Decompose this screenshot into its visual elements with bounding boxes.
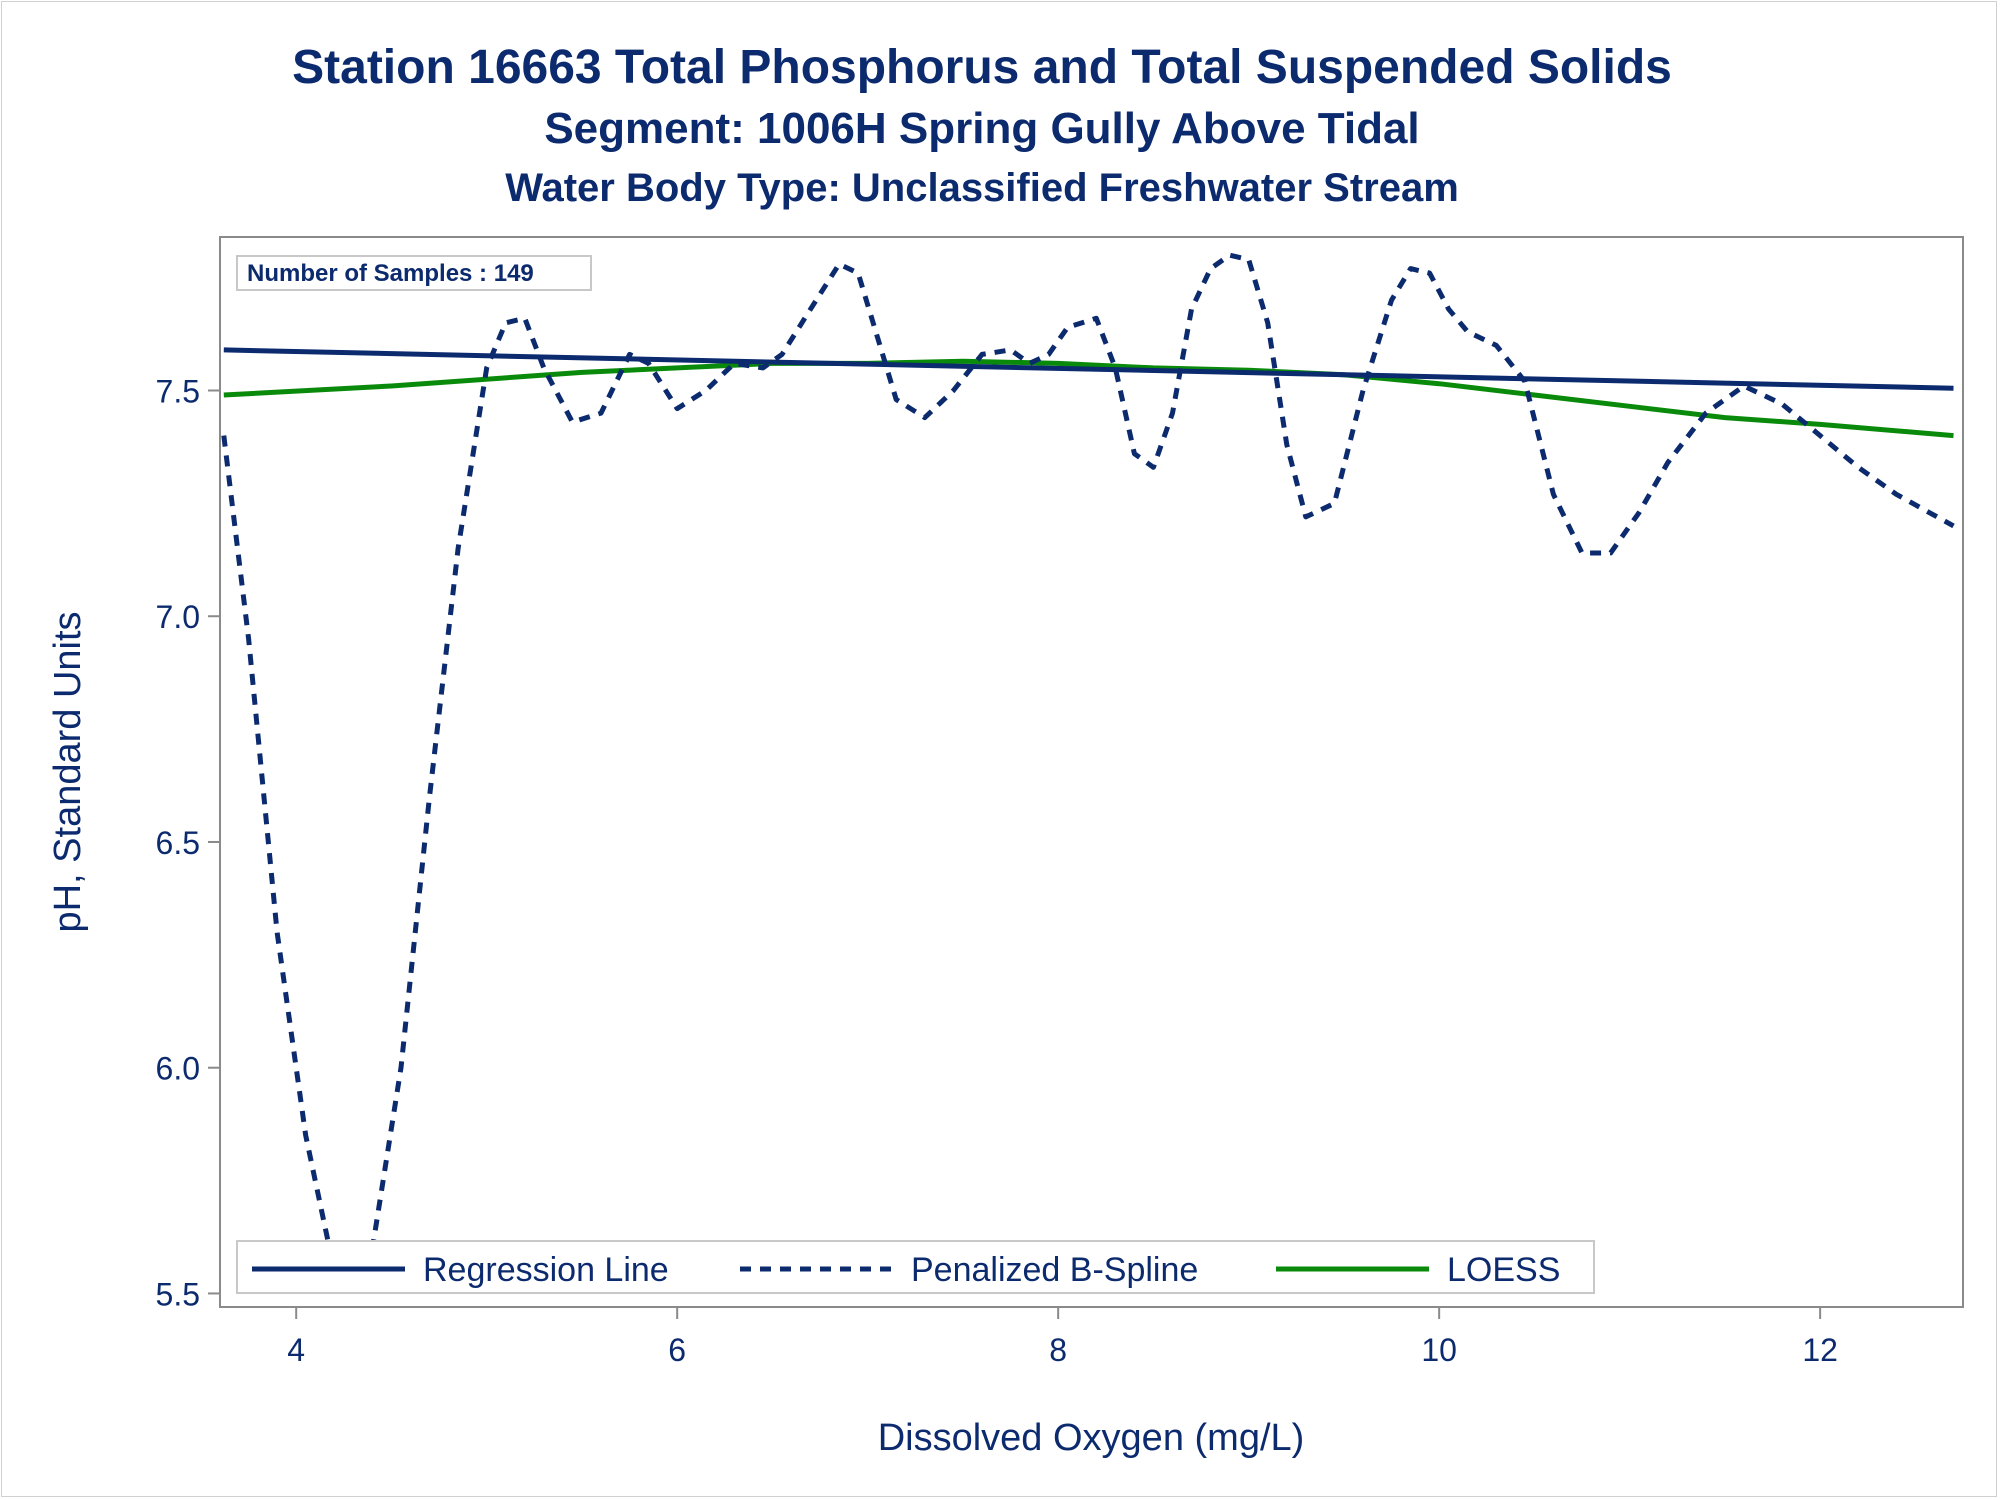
x-axis-label: Dissolved Oxygen (mg/L) — [878, 1417, 1305, 1459]
chart-subtitle-segment: Segment: 1006H Spring Gully Above Tidal — [544, 104, 1420, 153]
y-axis: 5.5 6.0 6.5 7.0 7.5 — [156, 374, 220, 1312]
chart-subtitle-waterbody: Water Body Type: Unclassified Freshwater… — [505, 166, 1459, 210]
sample-count-label: Number of Samples : 149 — [247, 260, 534, 287]
y-tick-label: 6.5 — [156, 825, 200, 861]
legend-label-loess: LOESS — [1447, 1251, 1560, 1289]
y-tick-label: 7.0 — [156, 599, 200, 635]
x-tick-label: 4 — [287, 1332, 305, 1368]
x-tick-label: 12 — [1802, 1332, 1838, 1368]
sample-count-inset: Number of Samples : 149 — [236, 255, 592, 291]
x-tick-label: 6 — [668, 1332, 686, 1368]
series-layer — [221, 252, 1955, 1296]
legend: Regression Line Penalized B-Spline LOESS — [236, 1240, 1595, 1294]
y-axis-label: pH, Standard Units — [47, 611, 89, 932]
regression-line — [223, 347, 1954, 391]
chart-title: Station 16663 Total Phosphorus and Total… — [292, 41, 1672, 94]
y-tick-label: 5.5 — [156, 1276, 200, 1312]
inset-box — [236, 255, 592, 291]
penalized-bspline-line — [221, 252, 1955, 1296]
x-tick-label: 8 — [1049, 1332, 1067, 1368]
legend-label-spline: Penalized B-Spline — [911, 1251, 1198, 1289]
y-tick-label: 7.5 — [156, 374, 200, 410]
x-axis: 4 6 8 10 12 — [287, 1307, 1838, 1368]
legend-label-regression: Regression Line — [423, 1251, 669, 1289]
plot-area — [219, 236, 1964, 1308]
loess-line — [223, 358, 1954, 439]
x-tick-label: 10 — [1421, 1332, 1457, 1368]
y-tick-label: 6.0 — [156, 1051, 200, 1087]
